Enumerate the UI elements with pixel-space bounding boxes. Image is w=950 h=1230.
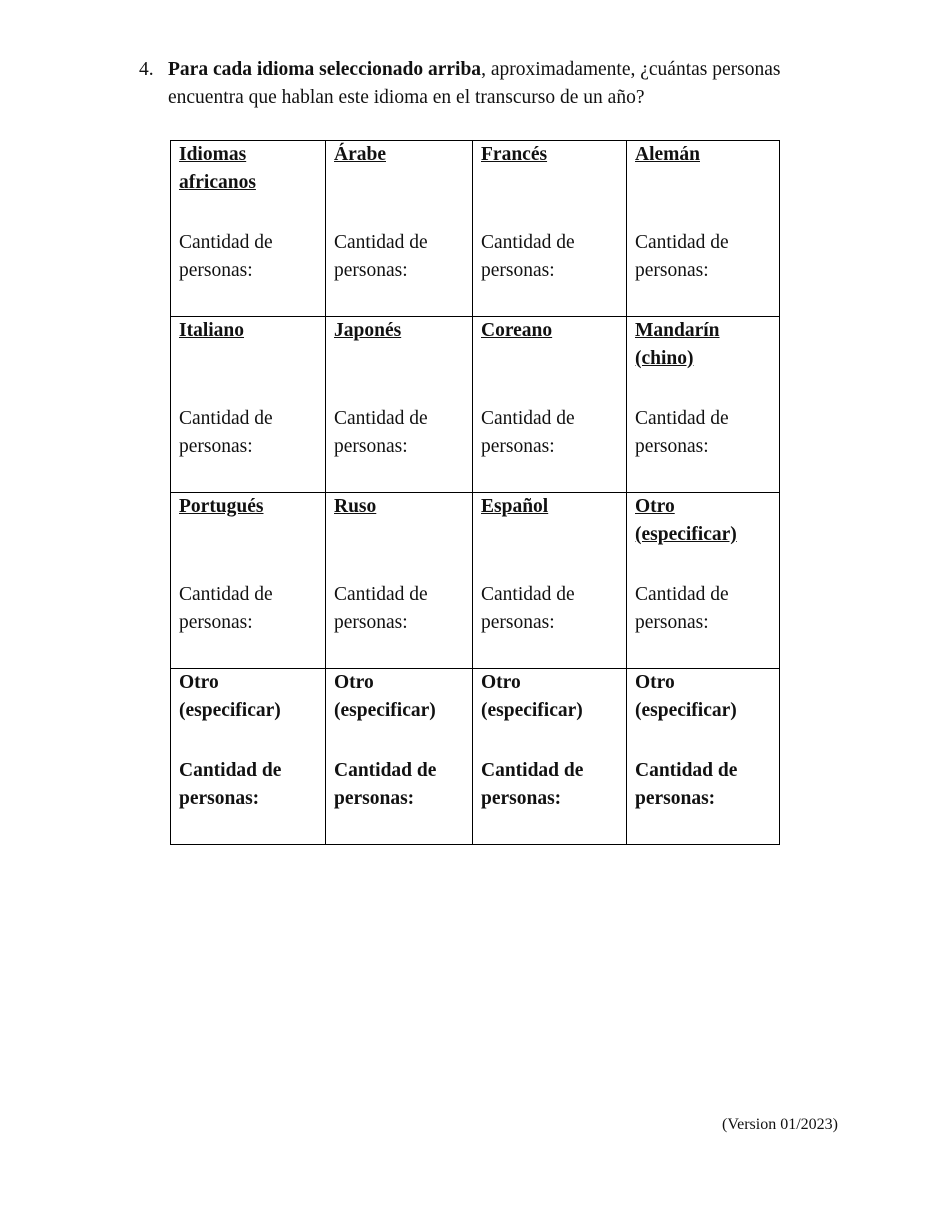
language-label: Idiomas africanos [179,144,256,193]
count-label: Cantidad de personas: [635,760,738,809]
language-label: Francés [481,144,548,165]
count-label: Cantidad de personas: [179,760,282,809]
language-label: Coreano [481,320,553,341]
language-cell[interactable]: Otro (especificar) Cantidad de personas: [170,668,326,845]
question-4: 4. Para cada idioma seleccionado arriba,… [139,56,849,112]
language-cell[interactable]: Alemán Cantidad de personas: [626,140,780,317]
language-cell[interactable]: Otro (especificar) Cantidad de personas: [626,492,780,669]
language-cell[interactable]: Otro (especificar) Cantidad de personas: [626,668,780,845]
language-label: Italiano [179,320,245,341]
table-row: Otro (especificar) Cantidad de personas: O… [170,668,780,845]
language-count-table: Idiomas africanos Cantidad de personas: Ár… [170,140,780,845]
table-row: Idiomas africanos Cantidad de personas: Ár… [170,140,780,317]
count-label: Cantidad de personas: [334,584,428,633]
language-cell[interactable]: Otro (especificar) Cantidad de personas: [472,668,627,845]
language-label: Otro (especificar) [179,672,281,721]
count-label: Cantidad de personas: [635,584,729,633]
question-rest: , aproximadamente, ¿cuántas personas enc… [168,59,781,108]
count-label: Cantidad de personas: [635,408,729,457]
language-cell[interactable]: Italiano Cantidad de personas: [170,316,326,493]
count-label: Cantidad de personas: [481,408,575,457]
language-cell[interactable]: Mandarín (chino) Cantidad de personas: [626,316,780,493]
question-text: Para cada idioma seleccionado arriba, ap… [168,56,849,112]
language-cell[interactable]: Coreano Cantidad de personas: [472,316,627,493]
count-label: Cantidad de personas: [334,232,428,281]
count-label: Cantidad de personas: [334,408,428,457]
language-cell[interactable]: Francés Cantidad de personas: [472,140,627,317]
language-label: Mandarín (chino) [635,320,720,369]
language-label: Otro (especificar) [481,672,583,721]
count-label: Cantidad de personas: [481,584,575,633]
count-label: Cantidad de personas: [179,408,273,457]
language-cell[interactable]: Idiomas africanos Cantidad de personas: [170,140,326,317]
version-label: (Version 01/2023) [722,1116,838,1133]
language-label: Otro (especificar) [635,496,737,545]
language-label: Árabe [334,144,386,165]
language-cell[interactable]: Ruso Cantidad de personas: [325,492,473,669]
language-cell[interactable]: Portugués Cantidad de personas: [170,492,326,669]
language-label: Alemán [635,144,700,165]
table-row: Portugués Cantidad de personas: Ruso Cantid… [170,492,780,669]
language-cell[interactable]: Español Cantidad de personas: [472,492,627,669]
language-label: Japonés [334,320,402,341]
question-bold-lead: Para cada idioma seleccionado arriba [168,59,482,80]
language-label: Otro (especificar) [334,672,436,721]
count-label: Cantidad de personas: [635,232,729,281]
language-cell[interactable]: Árabe Cantidad de personas: [325,140,473,317]
count-label: Cantidad de personas: [334,760,437,809]
language-label: Español [481,496,549,517]
language-label: Ruso [334,496,377,517]
count-label: Cantidad de personas: [179,232,273,281]
count-label: Cantidad de personas: [481,760,584,809]
question-number: 4. [139,59,154,80]
language-cell[interactable]: Japonés Cantidad de personas: [325,316,473,493]
language-label: Portugués [179,496,264,517]
count-label: Cantidad de personas: [481,232,575,281]
table-row: Italiano Cantidad de personas: Japonés Cant… [170,316,780,493]
language-label: Otro (especificar) [635,672,737,721]
language-cell[interactable]: Otro (especificar) Cantidad de personas: [325,668,473,845]
count-label: Cantidad de personas: [179,584,273,633]
